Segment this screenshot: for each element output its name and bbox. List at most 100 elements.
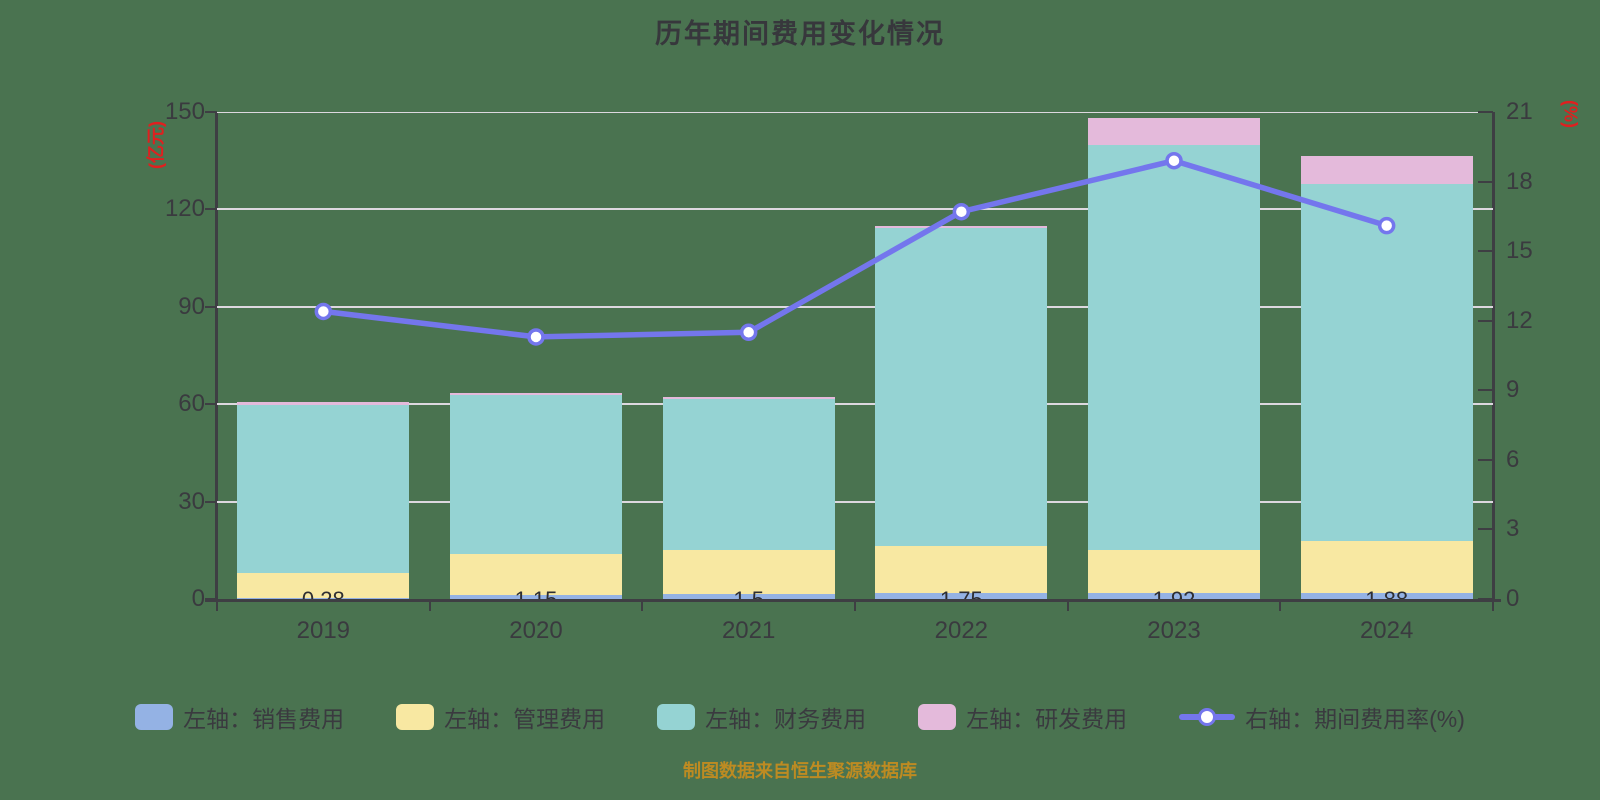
chart-title: 历年期间费用变化情况 [655,19,945,49]
left-axis-label-0: 0 [191,585,205,612]
x-axis-label-2021: 2021 [721,617,776,644]
plot-clip-layer: 0.28 1.15 1.5 1.75 1.92 1.88 [217,112,1493,599]
bar-segment-finance-expense-2021 [662,398,835,550]
plot-area: 0.28 1.15 1.5 1.75 1.92 1.88 [217,112,1493,599]
legend-label-finance-expense: 左轴：财务费用 [705,706,867,732]
right-axis-tick-12 [1478,319,1493,322]
right-axis-tick-21 [1478,111,1493,113]
legend-item-rd-expense[interactable]: 左轴：研发费用 [918,700,1127,734]
legend-label-management-expense: 左轴：管理费用 [444,706,606,732]
bar-segment-finance-expense-2019 [237,404,410,573]
gridline-90 [217,305,1493,308]
rate-point-2021 [739,323,758,342]
right-axis-label-0: 0 [1506,585,1520,612]
legend-label-period-expense-rate: 右轴：期间费用率(%) [1245,706,1465,732]
bar-segment-rd-expense-2021 [662,396,835,399]
legend-swatch-finance-expense [657,704,696,730]
x-axis-tick-4 [1066,602,1069,611]
x-axis-tick-3 [854,602,856,611]
bar-segment-management-expense-2019 [237,572,410,599]
legend-item-finance-expense[interactable]: 左轴：财务费用 [657,700,866,734]
left-axis-tick-90 [205,305,217,308]
left-axis-label-60: 60 [178,390,205,418]
x-axis-label-2023: 2023 [1147,617,1201,644]
right-axis-label-6: 6 [1506,445,1520,473]
footer-note: 制图数据来自恒生聚源数据库 [683,761,917,781]
rate-line-chart [314,151,1396,346]
bar-segment-rd-expense-2023 [1088,118,1260,146]
right-axis-label-9: 9 [1506,376,1520,404]
gridline-120 [217,208,1493,211]
left-axis-tick-150 [205,111,217,113]
sales-value-label-2023: 1.92 [1153,587,1196,599]
left-axis-tick-0 [205,598,217,600]
legend-label-rd-expense: 左轴：研发费用 [966,706,1128,732]
bar-segment-finance-expense-2020 [450,394,622,555]
right-axis-tick-3 [1478,528,1493,531]
x-axis-label-2020: 2020 [509,617,563,644]
sales-value-label-2019: 0.28 [302,587,345,599]
bar-segment-management-expense-2020 [450,554,622,596]
rate-point-2024 [1377,216,1396,235]
sales-value-label-2021: 1.5 [733,587,764,599]
left-axis-line [215,112,218,602]
right-axis-tick-18 [1478,180,1493,183]
rate-point-2022 [952,202,971,221]
bar-segment-sales-expense-2023 [1088,592,1260,599]
sales-value-label-2020: 1.15 [515,587,558,599]
x-axis-tick-1 [428,602,431,611]
left-axis-tick-120 [205,208,217,211]
x-axis-tick-0 [216,602,218,611]
right-axis-label-21: 21 [1506,98,1533,125]
bar-segment-rd-expense-2019 [237,402,410,405]
sales-value-label-2024: 1.88 [1365,587,1408,599]
bar-segment-sales-expense-2020 [450,595,622,599]
right-axis-tick-0 [1478,598,1493,600]
legend: 左轴：销售费用 左轴：管理费用 左轴：财务费用 左轴：研发费用 右轴：期间费用率(%) [0,700,1600,734]
bar-segment-sales-expense-2019 [237,598,410,599]
x-axis-label-2022: 2022 [934,617,989,644]
legend-label-sales-expense: 左轴：销售费用 [183,706,345,732]
x-axis-label-2024: 2024 [1359,617,1414,644]
rate-point-2019 [314,302,333,321]
legend-swatch-management-expense [396,704,435,730]
x-axis-tick-5 [1279,602,1282,611]
legend-item-sales-expense[interactable]: 左轴：销售费用 [135,700,344,734]
left-axis-label-90: 90 [178,292,205,320]
sales-value-label-2022: 1.75 [940,587,983,599]
bar-segment-management-expense-2023 [1088,549,1260,593]
left-axis-tick-60 [205,403,217,406]
rate-line [322,157,1388,340]
legend-line-dot [1198,708,1217,726]
bar-segment-rd-expense-2020 [450,392,622,395]
right-axis-label-18: 18 [1506,167,1533,195]
left-axis-label-30: 30 [178,487,205,515]
right-axis-tick-6 [1478,458,1493,461]
x-axis-tick-2 [641,602,644,611]
bar-segment-management-expense-2021 [662,549,835,595]
left-axis-label-150: 150 [164,98,205,125]
x-axis-line [205,599,1501,602]
bar-segment-rd-expense-2022 [875,226,1048,229]
legend-item-period-expense-rate[interactable]: 右轴：期间费用率(%) [1179,700,1465,734]
bar-segment-finance-expense-2023 [1088,145,1260,550]
legend-swatch-rd-expense [918,704,957,730]
bar-segment-management-expense-2022 [875,545,1048,594]
legend-item-management-expense[interactable]: 左轴：管理费用 [396,700,605,734]
bar-segment-rd-expense-2024 [1300,156,1473,185]
bar-segment-sales-expense-2021 [662,594,835,599]
right-axis-line [1492,112,1495,602]
gridline-30 [217,500,1493,503]
legend-swatch-sales-expense [135,704,174,730]
right-axis-label-3: 3 [1506,515,1520,543]
left-axis-label-120: 120 [164,195,205,223]
gridline-60 [217,403,1493,406]
bar-segment-finance-expense-2022 [875,228,1048,546]
x-axis-label-2019: 2019 [296,617,351,644]
bar-segment-management-expense-2024 [1300,540,1473,593]
bar-segment-sales-expense-2024 [1300,592,1473,599]
right-axis-label-12: 12 [1506,306,1533,334]
right-axis-label-15: 15 [1506,237,1533,265]
bar-segment-sales-expense-2022 [875,593,1048,599]
